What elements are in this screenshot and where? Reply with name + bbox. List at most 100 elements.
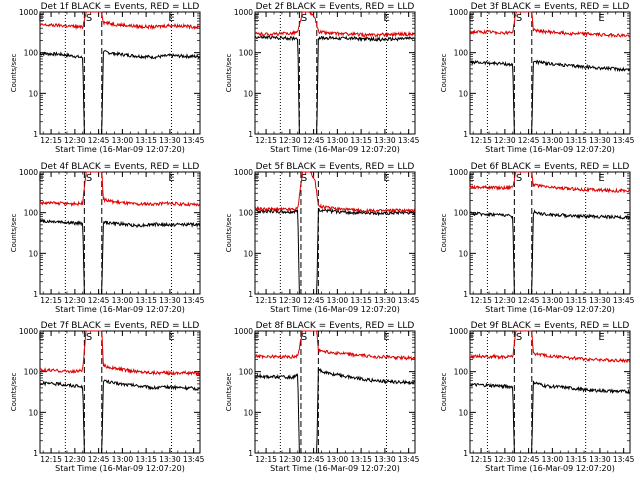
y-tick-label: 10 (243, 249, 253, 258)
flag-marker: E (38, 332, 44, 343)
chart-title: Det 4f BLACK = Events, RED = LLD (41, 162, 200, 172)
x-tick-label: 13:00 (542, 136, 564, 145)
x-tick-label: 13:30 (374, 136, 396, 145)
y-tick-label: 100 (239, 209, 254, 218)
y-axis-label: Counts/sec (225, 214, 233, 253)
x-tick-label: 12:45 (518, 455, 540, 464)
flag-marker: S (301, 332, 307, 343)
x-tick-label: 13:15 (350, 455, 372, 464)
flag-marker: S (86, 13, 92, 24)
flag-marker: S (301, 13, 307, 24)
y-tick-label: 1000 (449, 168, 468, 177)
y-tick-label: 100 (454, 368, 469, 377)
x-tick-label: 13:30 (589, 296, 611, 305)
x-tick-label: 12:45 (88, 455, 110, 464)
x-tick-label: 13:45 (398, 296, 420, 305)
y-tick-label: 100 (24, 209, 39, 218)
chart-title: Det 5f BLACK = Events, RED = LLD (256, 162, 415, 172)
x-tick-label: 13:15 (565, 455, 587, 464)
x-tick-label: 13:45 (613, 296, 635, 305)
x-tick-label: 12:45 (88, 296, 110, 305)
x-tick-label: 13:00 (327, 296, 349, 305)
series-events-line (469, 209, 631, 295)
flag-marker: E (598, 173, 604, 184)
chart-title: Det 3f BLACK = Events, RED = LLD (471, 2, 630, 12)
y-tick-label: 10 (458, 89, 468, 98)
y-axis-label: Counts/sec (440, 54, 448, 93)
flag-marker: E (168, 13, 174, 24)
x-tick-label: 13:45 (183, 136, 205, 145)
plot-frame (254, 330, 416, 454)
y-tick-label: 1 (248, 130, 253, 139)
x-axis-label: Start Time (16-Mar-09 12:07:20) (485, 305, 615, 314)
flag-marker: S (516, 173, 522, 184)
x-tick-label: 13:00 (112, 136, 134, 145)
flag-marker: E (468, 13, 474, 24)
flag-marker: S (516, 332, 522, 343)
x-tick-label: 13:30 (159, 136, 181, 145)
x-tick-label: 13:45 (398, 455, 420, 464)
y-axis-label: Counts/sec (440, 373, 448, 412)
flag-marker: S (86, 173, 92, 184)
y-axis-label: Counts/sec (10, 54, 18, 93)
x-tick-label: 12:15 (470, 455, 492, 464)
x-tick-label: 12:30 (64, 136, 86, 145)
x-tick-label: 12:30 (494, 136, 516, 145)
series-lld-line (469, 330, 631, 364)
chart-panel-3: Det 3f BLACK = Events, RED = LLD 1 10 100 10… (440, 2, 635, 154)
chart-panel-1: Det 1f BLACK = Events, RED = LLD 1 10 100 10… (10, 2, 205, 154)
y-tick-label: 10 (28, 408, 38, 417)
flag-marker: E (598, 13, 604, 24)
x-tick-label: 13:45 (613, 136, 635, 145)
chart-title: Det 1f BLACK = Events, RED = LLD (41, 2, 200, 12)
chart-panel-4: Det 4f BLACK = Events, RED = LLD 1 10 100 10… (10, 162, 205, 314)
x-tick-label: 12:30 (64, 296, 86, 305)
chart-panel-8: Det 8f BLACK = Events, RED = LLD 1 10 100 10… (225, 321, 420, 473)
x-tick-label: 12:15 (40, 455, 62, 464)
chart-title: Det 9f BLACK = Events, RED = LLD (471, 321, 630, 331)
series-events-line (469, 380, 631, 454)
y-axis-label: Counts/sec (10, 214, 18, 253)
x-axis-label: Start Time (16-Mar-09 12:07:20) (270, 464, 400, 473)
series-lld-line (254, 11, 415, 38)
flag-marker: E (253, 332, 259, 343)
x-tick-label: 12:15 (255, 455, 277, 464)
chart-panel-7: Det 7f BLACK = Events, RED = LLD 1 10 100 10… (10, 321, 205, 473)
y-tick-label: 1000 (449, 8, 468, 17)
chart-panel-9: Det 9f BLACK = Events, RED = LLD 1 10 100 10… (440, 321, 635, 473)
series-events-line (254, 367, 416, 454)
flag-marker: E (253, 173, 259, 184)
plot-frame (469, 171, 631, 295)
x-tick-label: 12:15 (40, 296, 62, 305)
chart-title: Det 2f BLACK = Events, RED = LLD (256, 2, 415, 12)
series-events-line (469, 59, 631, 135)
y-axis-label: Counts/sec (225, 373, 233, 412)
flag-marker: S (516, 13, 522, 24)
y-axis-label: Counts/sec (225, 54, 233, 93)
y-tick-label: 1 (33, 449, 38, 458)
x-tick-label: 12:45 (88, 136, 110, 145)
chart-title: Det 6f BLACK = Events, RED = LLD (471, 162, 630, 172)
x-axis-label: Start Time (16-Mar-09 12:07:20) (485, 464, 615, 473)
x-tick-label: 12:15 (470, 296, 492, 305)
y-tick-label: 1000 (234, 168, 253, 177)
plot-frame (254, 171, 416, 295)
x-tick-label: 13:15 (135, 136, 157, 145)
y-tick-label: 10 (243, 89, 253, 98)
x-tick-label: 13:00 (542, 455, 564, 464)
y-tick-label: 1 (33, 130, 38, 139)
y-tick-label: 1 (463, 130, 468, 139)
x-tick-label: 13:45 (613, 455, 635, 464)
x-tick-label: 13:00 (327, 136, 349, 145)
y-tick-label: 100 (239, 49, 254, 58)
y-tick-label: 1000 (449, 327, 468, 336)
flag-marker: S (301, 173, 307, 184)
y-tick-label: 100 (454, 49, 469, 58)
x-tick-label: 13:30 (159, 455, 181, 464)
y-tick-label: 1 (33, 290, 38, 299)
series-events-line (254, 208, 416, 295)
y-tick-label: 100 (239, 368, 254, 377)
x-axis-label: Start Time (16-Mar-09 12:07:20) (55, 145, 185, 154)
x-tick-label: 12:15 (40, 136, 62, 145)
